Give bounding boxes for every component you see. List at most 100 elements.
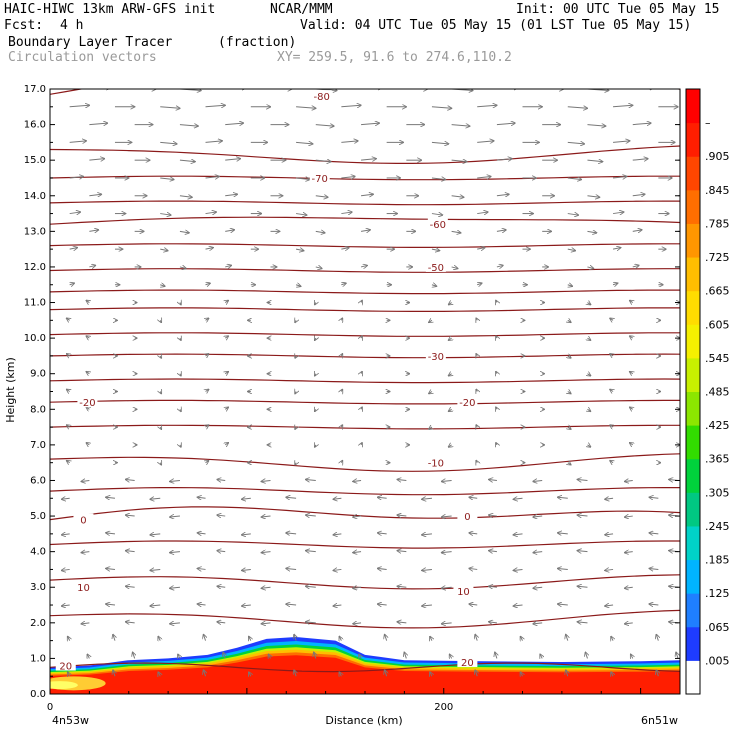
contour-label: -70 [312,174,328,185]
wind-vector [81,552,90,553]
wind-vector [432,285,437,287]
wind-vector [630,443,633,445]
colorbar-swatch [686,593,700,628]
wind-vector [68,672,70,676]
contour-line [50,332,680,337]
wind-vector [160,320,161,322]
wind-vector [361,301,362,303]
contour-label-bg [425,260,446,272]
wind-vector [449,445,452,447]
contour-line [50,506,680,521]
wind-vector [568,285,573,287]
wind-vector [630,301,633,303]
wind-vector [341,354,342,356]
wind-vector [676,652,678,659]
wind-vector [269,654,271,658]
colorbar-swatch [686,223,700,258]
wind-vector [205,248,214,250]
wind-vector [160,285,165,287]
wind-vector [378,568,387,569]
wind-vector [451,125,470,127]
wind-vector [296,142,313,144]
wind-vector [649,604,659,605]
wind-vector [86,336,89,338]
wind-vector [625,552,633,553]
wind-vector [632,194,645,196]
wind-vector [160,249,168,251]
wind-vector [296,285,301,287]
wind-vector [262,516,271,517]
wind-vector [242,569,251,570]
wind-vector [476,390,477,392]
wind-vector [496,372,497,374]
wind-vector [62,498,70,499]
wind-vector [306,551,316,552]
wind-vector [205,212,217,214]
wind-vector [469,604,478,605]
contour-label: 10 [77,583,90,594]
wind-vector [158,672,160,676]
wind-vector [180,445,181,447]
wind-vector [198,533,206,534]
wind-vector [67,425,70,427]
wind-vector [451,160,467,162]
wind-vector [378,533,387,534]
wind-vector [341,176,355,178]
wind-vector [62,569,70,570]
wind-vector [204,670,206,677]
colorbar-label: – [705,117,711,130]
wind-vector [361,372,362,374]
wind-vector [577,479,588,480]
wind-vector [422,534,432,535]
wind-vector [160,427,161,429]
colorbar-swatch [686,189,700,224]
colorbar-swatch [686,290,700,325]
contour-label-bg [457,396,478,408]
wind-vector [533,552,543,553]
wind-vector [378,497,387,498]
wind-vector [315,196,328,198]
wind-vector [217,622,226,623]
contour-label: -20 [79,398,95,409]
wind-vector [397,551,407,552]
wind-vector [567,249,576,251]
wind-vector [359,654,361,658]
wind-vector [361,123,379,125]
wind-vector [295,392,296,394]
y-tick-label: 6.0 [30,475,46,486]
wind-vector [315,445,316,447]
contour-label: -20 [459,398,475,409]
wind-vector [566,670,568,677]
wind-vector [577,515,588,516]
tracer-band [50,655,680,694]
contour-label-bg [427,218,448,230]
wind-vector [533,516,543,517]
wind-vector [160,178,174,180]
x-axis-label: Distance (km) [325,714,402,727]
wind-vector [477,141,494,143]
wind-vector [69,212,81,214]
wind-vector [477,176,491,178]
y-tick-label: 3.0 [30,582,46,593]
wind-vector [587,231,596,233]
field-title: Boundary Layer Tracer [8,35,173,50]
contour-line [50,216,680,225]
wind-vector [353,480,362,481]
contour-line [50,289,680,295]
cross-section-coords: XY= 259.5, 91.6 to 274.6,110.2 [277,50,512,65]
wind-vector [295,463,296,465]
colorbar-label: .305 [705,486,730,499]
wind-vector [180,374,181,376]
wind-vector [81,623,90,624]
contour-line [50,609,680,629]
wind-vector [451,231,461,233]
wind-vector [610,390,613,392]
wind-vector [495,652,497,659]
circulation-vectors [62,89,680,677]
wind-vector [170,480,180,481]
wind-vector [262,587,271,588]
wind-vector [587,303,590,305]
wind-vector [568,463,571,465]
wind-vector [180,338,181,340]
